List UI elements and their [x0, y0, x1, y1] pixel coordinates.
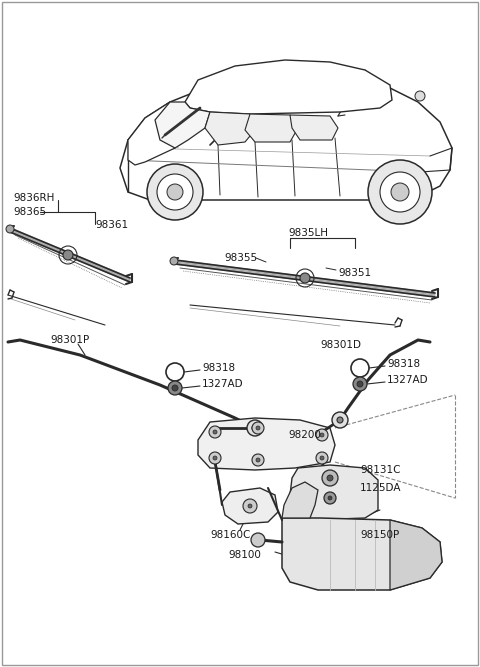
Circle shape — [380, 172, 420, 212]
Circle shape — [353, 377, 367, 391]
Circle shape — [252, 425, 258, 431]
Circle shape — [337, 417, 343, 423]
Circle shape — [147, 164, 203, 220]
Circle shape — [357, 381, 363, 387]
Circle shape — [243, 499, 257, 513]
Circle shape — [324, 492, 336, 504]
Circle shape — [209, 452, 221, 464]
Circle shape — [252, 422, 264, 434]
Text: 98355: 98355 — [224, 253, 257, 263]
Circle shape — [351, 359, 369, 377]
Circle shape — [256, 426, 260, 430]
Circle shape — [213, 430, 217, 434]
Polygon shape — [128, 168, 148, 196]
Polygon shape — [282, 482, 318, 518]
Polygon shape — [222, 488, 278, 524]
Text: 98361: 98361 — [95, 220, 128, 230]
Polygon shape — [120, 76, 452, 200]
Circle shape — [320, 433, 324, 437]
Circle shape — [322, 470, 338, 486]
Circle shape — [170, 257, 178, 265]
Text: 98351: 98351 — [338, 268, 371, 278]
Text: 98150P: 98150P — [360, 530, 399, 540]
Circle shape — [332, 412, 348, 428]
Circle shape — [252, 454, 264, 466]
Polygon shape — [155, 102, 210, 148]
Polygon shape — [205, 112, 255, 145]
Polygon shape — [290, 115, 338, 140]
Polygon shape — [245, 114, 298, 142]
Text: 98318: 98318 — [202, 363, 235, 373]
Circle shape — [327, 475, 333, 481]
Polygon shape — [390, 520, 442, 590]
Circle shape — [391, 183, 409, 201]
Polygon shape — [185, 60, 392, 114]
Circle shape — [328, 496, 332, 500]
Text: 98301D: 98301D — [320, 340, 361, 350]
Text: 98301P: 98301P — [50, 335, 89, 345]
Circle shape — [368, 160, 432, 224]
Polygon shape — [282, 518, 442, 590]
Circle shape — [6, 225, 14, 233]
Circle shape — [168, 381, 182, 395]
Circle shape — [248, 504, 252, 508]
Text: 98200: 98200 — [288, 430, 321, 440]
Circle shape — [157, 174, 193, 210]
Text: 98160C: 98160C — [210, 530, 251, 540]
Circle shape — [172, 385, 178, 391]
Text: 98365: 98365 — [13, 207, 46, 217]
Text: 98100: 98100 — [228, 550, 261, 560]
Circle shape — [213, 456, 217, 460]
Text: 9835LH: 9835LH — [288, 228, 328, 238]
Text: 1327AD: 1327AD — [202, 379, 244, 389]
Polygon shape — [290, 465, 378, 520]
Circle shape — [256, 458, 260, 462]
Polygon shape — [128, 102, 175, 165]
Text: 9836RH: 9836RH — [13, 193, 54, 203]
Circle shape — [209, 426, 221, 438]
Circle shape — [300, 273, 310, 283]
Circle shape — [166, 363, 184, 381]
Text: 98131C: 98131C — [360, 465, 400, 475]
Circle shape — [63, 250, 73, 260]
Circle shape — [316, 452, 328, 464]
Circle shape — [247, 420, 263, 436]
Text: 1327AD: 1327AD — [387, 375, 429, 385]
Polygon shape — [198, 418, 335, 470]
Circle shape — [251, 533, 265, 547]
Text: 98318: 98318 — [387, 359, 420, 369]
Circle shape — [415, 91, 425, 101]
Text: 1125DA: 1125DA — [360, 483, 401, 493]
Circle shape — [320, 456, 324, 460]
Circle shape — [167, 184, 183, 200]
Circle shape — [316, 429, 328, 441]
